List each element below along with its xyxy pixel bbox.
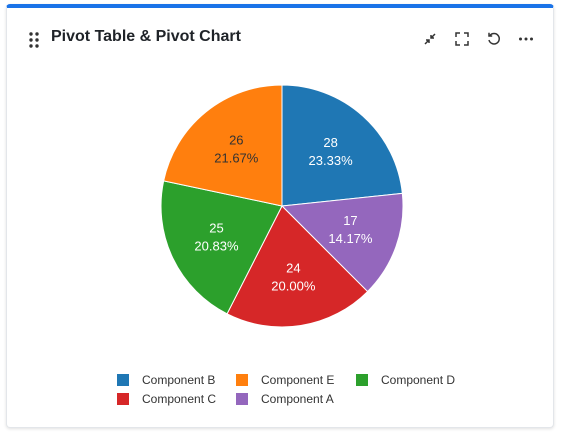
slice-percent-label-component-e: 21.67% — [214, 151, 259, 166]
legend-item-component-d[interactable]: Component D — [356, 373, 455, 387]
legend-swatch-component-a — [236, 393, 248, 405]
slice-value-label-component-e: 26 — [229, 133, 243, 148]
legend-swatch-component-e — [236, 374, 248, 386]
pie-chart: 28 23.33% 17 14.17% 24 20.00% 25 20.83% 26 21.67%… — [117, 84, 455, 406]
legend-swatch-component-d — [356, 374, 368, 386]
legend-label-component-a: Component A — [261, 392, 334, 406]
slice-percent-label-component-a: 14.17% — [328, 231, 373, 246]
pie-slice-component-e[interactable] — [163, 84, 283, 207]
slice-value-label-component-b: 28 — [323, 135, 337, 150]
legend-label-component-c: Component C — [142, 392, 216, 406]
legend-swatch-component-c — [117, 393, 129, 405]
legend-item-component-b[interactable]: Component B — [117, 373, 215, 387]
legend-label-component-e: Component E — [261, 373, 334, 387]
legend-item-component-a[interactable]: Component A — [236, 392, 334, 406]
pie-slice-component-b[interactable] — [281, 84, 403, 207]
legend-item-component-c[interactable]: Component C — [117, 392, 216, 406]
slice-value-label-component-c: 24 — [286, 261, 300, 276]
slice-percent-label-component-b: 23.33% — [309, 153, 354, 168]
collapse-icon[interactable] — [421, 30, 439, 48]
more-icon[interactable] — [517, 30, 535, 48]
legend-label-component-d: Component D — [381, 373, 455, 387]
slice-percent-label-component-c: 20.00% — [271, 279, 316, 294]
drag-handle-icon[interactable] — [29, 32, 39, 48]
fullscreen-icon[interactable] — [453, 30, 471, 48]
slice-percent-label-component-d: 20.83% — [194, 238, 239, 253]
pivot-chart-card: Pivot Table & Pivot Chart — [6, 4, 554, 428]
legend-label-component-b: Component B — [142, 373, 215, 387]
slice-value-label-component-d: 25 — [209, 220, 223, 235]
legend-swatch-component-b — [117, 374, 129, 386]
slice-value-label-component-a: 17 — [343, 213, 357, 228]
card-title: Pivot Table & Pivot Chart — [51, 28, 241, 45]
pie-slice-component-a[interactable] — [280, 192, 404, 293]
pie-slice-component-d[interactable] — [160, 180, 283, 315]
legend-item-component-e[interactable]: Component E — [236, 373, 334, 387]
pie-slice-component-c[interactable] — [226, 205, 369, 328]
refresh-icon[interactable] — [485, 30, 503, 48]
card-header: Pivot Table & Pivot Chart — [7, 8, 553, 70]
card-toolbar — [421, 30, 535, 48]
